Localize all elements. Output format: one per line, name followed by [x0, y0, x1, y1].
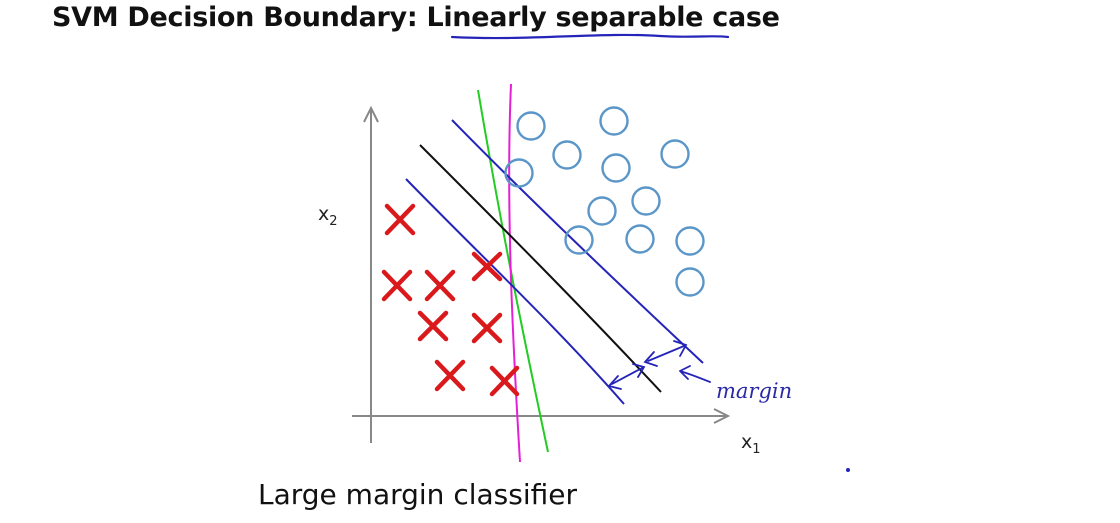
y-axis-label: x2 — [318, 203, 338, 229]
circle-icon — [516, 111, 546, 141]
title-underlined: Linearly separable — [426, 2, 704, 33]
x-mark-icon — [381, 269, 413, 302]
negative-class-points — [381, 203, 520, 397]
circle-icon — [660, 139, 690, 169]
circle-icon — [601, 153, 631, 183]
circle-icon — [625, 224, 655, 254]
positive-class-points — [504, 106, 705, 297]
slide-title: SVM Decision Boundary: Linearly separabl… — [52, 2, 780, 33]
circle-icon — [504, 158, 534, 188]
x-mark-icon — [384, 203, 416, 236]
title-suffix: case — [703, 2, 780, 33]
svm-decision-boundary — [419, 144, 662, 393]
circle-icon — [564, 225, 594, 255]
circle-icon — [675, 226, 705, 256]
x-axis-label: x1 — [741, 431, 761, 457]
x-mark-icon — [489, 365, 520, 397]
circle-icon — [675, 267, 705, 297]
margin-line-upper — [451, 119, 704, 364]
x-axis-arrowhead — [713, 408, 731, 424]
x-mark-icon — [417, 310, 449, 342]
margin-annotation: margin — [716, 379, 792, 403]
margin-arrows — [607, 340, 688, 390]
title-underline-stroke — [450, 33, 730, 40]
caption: Large margin classifier — [258, 478, 577, 511]
title-prefix: SVM Decision Boundary: — [52, 2, 427, 33]
x-mark-icon — [424, 269, 456, 302]
margin-line-lower — [405, 178, 625, 405]
x-mark-icon — [471, 251, 503, 282]
stray-dot — [846, 468, 850, 472]
y-axis-arrowhead — [363, 105, 379, 123]
x-mark-icon — [471, 312, 503, 344]
circle-icon — [552, 140, 582, 170]
circle-icon — [599, 106, 629, 136]
x-mark-icon — [434, 359, 466, 392]
circle-icon — [631, 186, 661, 216]
circle-icon — [587, 196, 617, 226]
magenta-boundary-line — [508, 83, 521, 463]
margin-pointer-arrow — [679, 365, 711, 383]
